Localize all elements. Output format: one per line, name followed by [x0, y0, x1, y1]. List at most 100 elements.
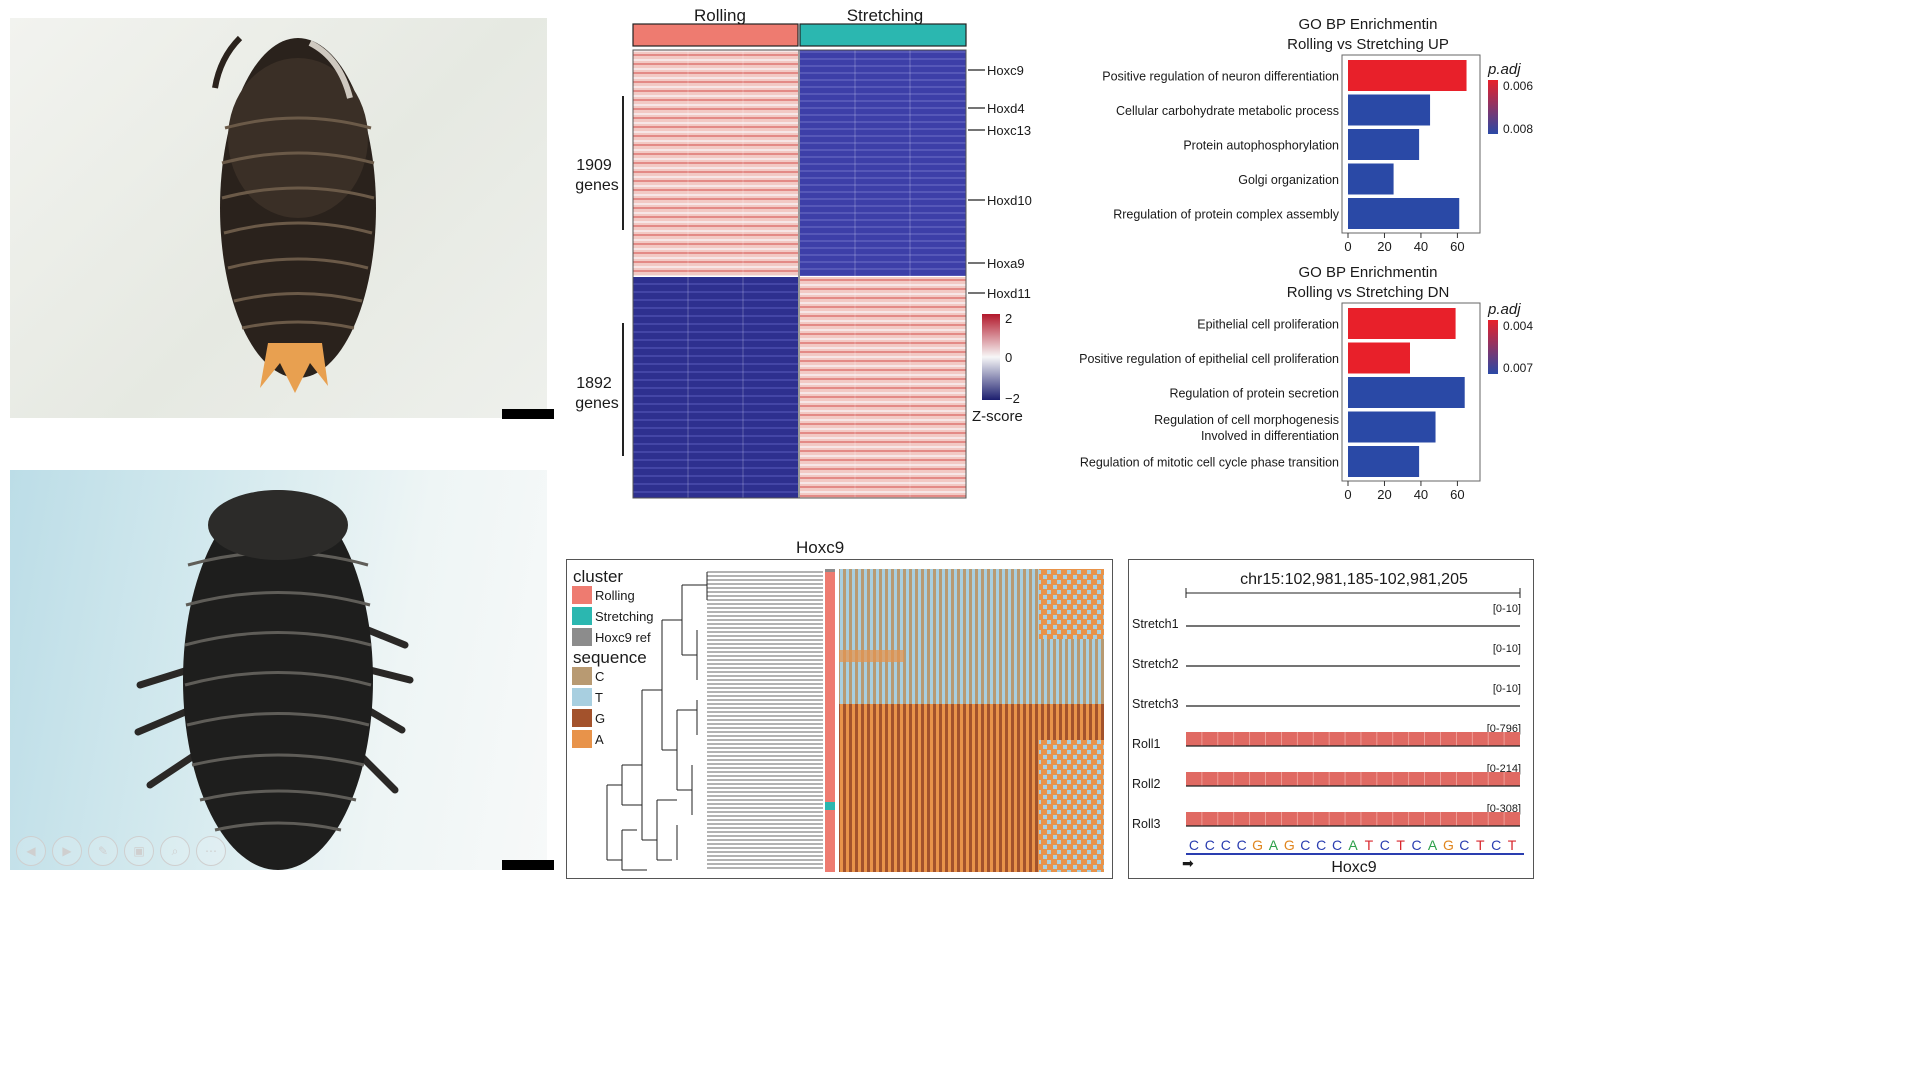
rolling-specimen-photo — [10, 18, 547, 418]
sequence-base: C — [1412, 837, 1422, 853]
go-dn-title-2: Rolling vs Stretching DN — [1287, 284, 1450, 301]
x-tick-label: 60 — [1450, 487, 1464, 502]
go-up-chart: GO BP Enrichmentin Rolling vs Stretching… — [1102, 16, 1533, 254]
legend-item: T — [595, 690, 603, 705]
legend-item: C — [595, 669, 604, 684]
sequence-base: C — [1205, 837, 1215, 853]
go-dn-title-1: GO BP Enrichmentin — [1299, 264, 1438, 281]
go-category-label: Regulation of mitotic cell cycle phase t… — [1080, 456, 1339, 470]
slides-icon[interactable]: ▣ — [124, 836, 154, 866]
go-category-label: Regulation of cell morphogenesis — [1154, 413, 1339, 427]
padj-colorbar — [1488, 80, 1498, 134]
sequence-base: C — [1300, 837, 1310, 853]
gene-label: Hoxd4 — [987, 101, 1025, 116]
gene-label: Hoxd11 — [987, 286, 1031, 301]
zscore-colorbar — [982, 314, 1000, 400]
go-dn-chart: GO BP Enrichmentin Rolling vs Stretching… — [1079, 264, 1533, 502]
strand-arrow-icon: ➡ — [1182, 855, 1194, 871]
tree-panel-title: Hoxc9 — [796, 538, 845, 557]
coverage-bar — [1186, 812, 1520, 826]
expression-heatmap: Rolling Stretching 1909 genes 1892 genes… — [575, 6, 1032, 499]
go-bar — [1348, 377, 1465, 408]
colorbar-tick: 0 — [1005, 350, 1012, 365]
padj-colorbar — [1488, 320, 1498, 374]
colorbar-tick: 2 — [1005, 311, 1012, 326]
sequence-base: C — [1332, 837, 1342, 853]
x-tick-label: 0 — [1344, 239, 1351, 254]
dendrogram — [606, 572, 708, 871]
go-up-title-2: Rolling vs Stretching UP — [1287, 36, 1449, 53]
x-tick-label: 60 — [1450, 239, 1464, 254]
sequence-base: C — [1189, 837, 1199, 853]
group-label-stretching: Stretching — [847, 6, 924, 25]
sequence-base: C — [1237, 837, 1247, 853]
colorbar-title: Z-score — [972, 408, 1023, 425]
padj-tick: 0.004 — [1503, 319, 1533, 333]
heat-block-stretching-up — [800, 50, 966, 276]
track-name: Roll1 — [1132, 737, 1161, 751]
padj-tick: 0.007 — [1503, 361, 1533, 375]
track-range: [0-10] — [1493, 643, 1521, 655]
next-icon[interactable]: ▶ — [52, 836, 82, 866]
go-bar — [1348, 342, 1410, 374]
x-tick-label: 40 — [1414, 239, 1428, 254]
sequence-base: T — [1396, 837, 1405, 853]
hoxc9-tree-panel: cluster Rolling Stretching Hoxc9 ref seq… — [566, 559, 1113, 879]
legend-item: Rolling — [595, 588, 635, 603]
block-sub-up: genes — [575, 177, 619, 194]
prev-icon[interactable]: ◀ — [16, 836, 46, 866]
sequence-base: G — [1284, 837, 1295, 853]
go-category-label: Positive regulation of epithelial cell p… — [1079, 352, 1339, 366]
go-bar — [1348, 129, 1420, 160]
gene-name: Hoxc9 — [1331, 859, 1376, 876]
track-name: Stretch2 — [1132, 657, 1179, 671]
x-tick-label: 20 — [1377, 487, 1391, 502]
sequence-base: A — [1348, 837, 1358, 853]
sequence-base: C — [1316, 837, 1326, 853]
sequence-base: T — [1365, 837, 1374, 853]
go-bar — [1348, 411, 1436, 443]
zoom-icon[interactable]: ⌕ — [160, 836, 190, 866]
go-bar — [1348, 94, 1431, 126]
go-up-title-1: GO BP Enrichmentin — [1299, 16, 1438, 33]
go-category-label: Positive regulation of neuron differenti… — [1102, 70, 1339, 84]
go-bar — [1348, 308, 1456, 339]
heat-block-rolling-dn — [633, 277, 798, 498]
pen-icon[interactable]: ✎ — [88, 836, 118, 866]
legend-item: A — [595, 732, 604, 747]
go-category-label: Protein autophosphorylation — [1183, 139, 1339, 153]
region-label: chr15:102,981,185-102,981,205 — [1240, 571, 1468, 588]
block-sub-dn: genes — [575, 395, 619, 412]
x-tick-label: 20 — [1377, 239, 1391, 254]
sequence-base: T — [1476, 837, 1485, 853]
scale-bar-bottom — [502, 860, 554, 870]
stretching-header — [799, 23, 967, 47]
go-category-label: Cellular carbohydrate metabolic process — [1116, 104, 1339, 118]
gene-label: Hoxc13 — [987, 123, 1031, 138]
sequence-base: T — [1508, 837, 1517, 853]
coverage-bar — [1186, 772, 1520, 786]
go-bar — [1348, 446, 1420, 477]
sequence-base: G — [1443, 837, 1454, 853]
sequence-base: G — [1252, 837, 1263, 853]
gene-label: Hoxc9 — [987, 63, 1024, 78]
go-category-label: Regulation of protein secretion — [1169, 387, 1339, 401]
colorbar-tick: −2 — [1005, 391, 1020, 406]
go-category-label: Golgi organization — [1238, 173, 1339, 187]
rolling-header — [632, 23, 799, 47]
go-bar — [1348, 198, 1460, 229]
scale-bar-top — [502, 409, 554, 419]
gene-label: Hoxd10 — [987, 193, 1032, 208]
go-bar — [1348, 163, 1394, 195]
go-bar — [1348, 60, 1467, 91]
sequence-base: A — [1269, 837, 1279, 853]
go-category-label: Involved in differentiation — [1201, 429, 1339, 443]
track-range: [0-10] — [1493, 683, 1521, 695]
legend-item: Hoxc9 ref — [595, 630, 651, 645]
more-icon[interactable]: ⋯ — [196, 836, 226, 866]
heat-block-stretching-dn — [800, 277, 966, 498]
sequence-base: C — [1221, 837, 1231, 853]
padj-legend-title: p.adj — [1487, 301, 1521, 318]
track-name: Roll3 — [1132, 817, 1161, 831]
heat-block-rolling-up — [633, 50, 798, 276]
